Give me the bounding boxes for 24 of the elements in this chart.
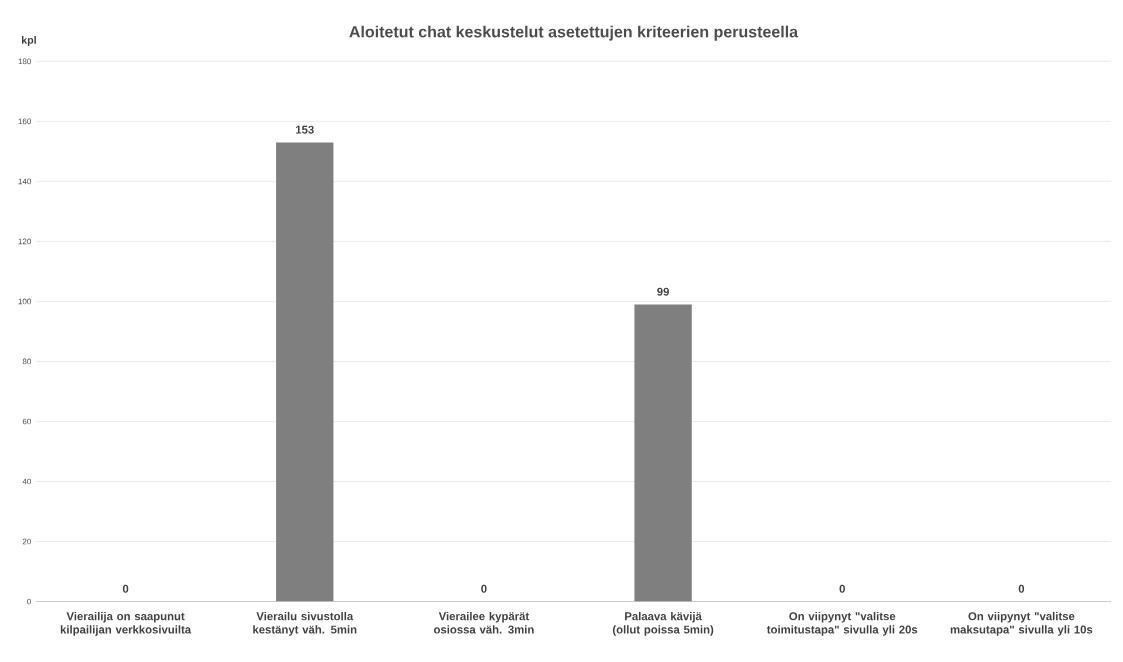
y-tick-label: 140 (18, 178, 31, 185)
y-tick-label: 120 (18, 238, 31, 245)
data-label: 0 (481, 585, 487, 594)
y-tick-label: 100 (18, 298, 31, 305)
data-label: 0 (1018, 585, 1025, 594)
y-tick-label: 80 (22, 358, 31, 365)
data-label: 0 (839, 585, 845, 594)
x-tick-label: On viipynyt "valitse maksutapa" sivulla yli 10s (950, 612, 1093, 637)
chart-title: Aloitetut chat keskustelut asetettujen kriteerien perusteella (349, 25, 799, 41)
x-tick-label: Vierailu sivustolla kestänyt väh. 5min (253, 612, 357, 637)
x-tick-label: Vierailee kypärät osiossa väh. 3min (433, 612, 534, 634)
y-tick-label: 40 (22, 478, 31, 485)
y-tick-label: 0 (27, 598, 31, 605)
y-axis-title: kpl (21, 36, 36, 47)
x-tick-label: Vierailija on saapunut kilpailijan verkkosivuilta (60, 612, 192, 637)
y-tick-label: 60 (22, 418, 31, 425)
x-tick-label: Palaava kävijä (ollut poissa 5min) (612, 612, 714, 637)
x-tick-label: On viipynyt "valitse toimitustapa" sivulla yli 20s (766, 612, 918, 637)
y-tick-label: 180 (18, 58, 31, 65)
y-tick-label: 20 (22, 538, 31, 545)
data-label: 99 (657, 287, 669, 296)
data-label: 153 (296, 125, 314, 134)
y-tick-label: 160 (18, 118, 31, 125)
data-label: 0 (122, 585, 129, 594)
